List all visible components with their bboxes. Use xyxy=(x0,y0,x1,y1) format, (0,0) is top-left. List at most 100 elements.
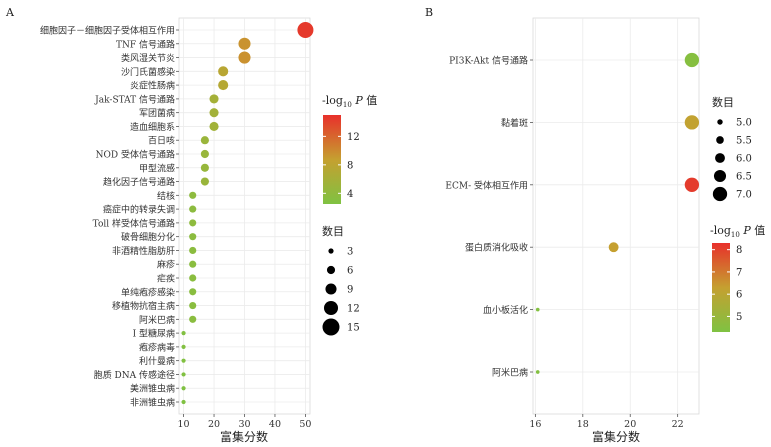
x-tick-label: 18 xyxy=(577,419,589,430)
size-legend-label: 3 xyxy=(347,247,353,258)
panel-b-color-bar xyxy=(712,243,730,332)
category-label: ECM- 受体相互作用 xyxy=(445,179,528,191)
data-point xyxy=(200,163,209,172)
category-label: 百日咳 xyxy=(148,135,175,147)
size-legend-label: 15 xyxy=(347,323,360,334)
category-label: PI3K-Akt 信号通路 xyxy=(449,55,528,67)
category-label: 炎症性肠病 xyxy=(130,80,175,92)
panel-b-letter: B xyxy=(425,6,433,19)
category-label: 趋化因子信号通路 xyxy=(103,176,175,188)
size-legend-dot xyxy=(712,186,728,202)
category-label: 阿米巴病 xyxy=(492,367,528,379)
x-tick-label: 10 xyxy=(178,419,190,430)
panel-b-color-ticks: 5 6 7 8 xyxy=(712,245,742,323)
category-label: 单纯疱疹感染 xyxy=(121,286,175,298)
size-legend-dot xyxy=(328,248,334,254)
category-label: 黏着斑 xyxy=(501,117,528,129)
data-point xyxy=(189,233,197,241)
data-point xyxy=(189,191,197,199)
size-legend-dot xyxy=(323,300,339,316)
data-point xyxy=(181,358,186,363)
x-tick-label: 50 xyxy=(299,419,311,430)
color-tick-label: 6 xyxy=(736,290,742,301)
x-tick-label: 20 xyxy=(208,419,220,430)
size-legend-label: 6 xyxy=(347,266,353,277)
category-label: 军团菌病 xyxy=(139,107,175,119)
size-legend-label: 6.0 xyxy=(736,154,752,165)
color-tick-label: 4 xyxy=(347,189,353,200)
panel-b-size-legend-title: 数目 xyxy=(712,96,734,109)
size-legend-dot xyxy=(717,119,723,125)
color-tick-label: 12 xyxy=(347,132,360,143)
category-label: 造血细胞系 xyxy=(130,121,175,133)
data-point xyxy=(189,274,197,282)
category-label: Toll 样受体信号通路 xyxy=(93,217,175,229)
category-label: I 型糖尿病 xyxy=(133,328,175,340)
size-legend-label: 5.5 xyxy=(736,136,752,147)
x-tick-label: 22 xyxy=(672,419,684,430)
data-point xyxy=(181,344,186,349)
panel-a-color-ticks: 4 8 12 xyxy=(323,132,360,200)
size-legend-label: 9 xyxy=(347,285,353,296)
data-point xyxy=(684,52,700,68)
panel-a-points xyxy=(181,21,314,405)
x-tick-label: 20 xyxy=(624,419,636,430)
data-point xyxy=(209,94,219,104)
data-point xyxy=(608,242,619,253)
size-legend-dot xyxy=(325,283,337,295)
category-label: 沙门氏菌感染 xyxy=(121,66,175,78)
panel-b-color-legend-title: -log10 P 值 xyxy=(710,224,765,239)
category-label: 非洲锥虫病 xyxy=(130,397,175,409)
category-label: Jak-STAT 信号通路 xyxy=(94,93,175,105)
panel-a-color-legend-title: -log10 P 值 xyxy=(322,94,377,109)
size-legend-label: 5.0 xyxy=(736,118,752,129)
data-point xyxy=(181,372,186,377)
category-label: 破骨细胞分化 xyxy=(121,231,175,243)
x-tick-label: 40 xyxy=(269,419,281,430)
category-label: 类风湿关节炎 xyxy=(121,52,175,64)
size-legend-dot xyxy=(716,136,724,144)
category-label: 非酒精性脂肪肝 xyxy=(112,245,175,257)
category-label: 蛋白质消化吸收 xyxy=(465,242,528,254)
category-label: 血小板活化 xyxy=(483,304,528,316)
panel-a-size-legend: 3 6 9 12 15 xyxy=(322,247,360,336)
data-point xyxy=(200,136,209,145)
category-label: 疱疹病毒 xyxy=(139,341,175,353)
data-point xyxy=(189,315,197,323)
category-label: NOD 受体信号通路 xyxy=(96,149,175,161)
color-tick-label: 5 xyxy=(736,312,742,323)
panel-a-letter: A xyxy=(5,6,15,19)
data-point xyxy=(189,301,197,310)
size-legend-dot xyxy=(715,153,725,163)
data-point xyxy=(181,399,186,405)
size-legend-label: 12 xyxy=(347,304,360,315)
data-point xyxy=(181,331,186,336)
data-point xyxy=(181,386,186,391)
panel-a-size-legend-title: 数目 xyxy=(322,225,344,238)
size-legend-dot xyxy=(713,169,727,183)
category-label: 移植物抗宿主病 xyxy=(112,300,175,312)
category-label: 美洲锥虫病 xyxy=(130,383,175,395)
data-point xyxy=(535,307,540,312)
color-tick-label: 7 xyxy=(736,267,742,278)
data-point xyxy=(218,66,229,77)
data-point xyxy=(297,21,314,39)
category-label: 癌症中的转录失调 xyxy=(103,204,175,216)
category-label: 疟疾 xyxy=(157,273,175,285)
data-point xyxy=(189,219,197,227)
size-legend-dot xyxy=(326,265,336,275)
category-label: 阿米巴病 xyxy=(139,314,175,326)
category-label: 麻疹 xyxy=(157,259,175,271)
category-label: 甲型流感 xyxy=(139,162,175,174)
data-point xyxy=(684,177,700,192)
color-tick-label: 8 xyxy=(347,160,353,171)
x-tick-label: 16 xyxy=(529,419,541,430)
data-point xyxy=(189,246,197,255)
x-tick-label: 30 xyxy=(238,419,250,430)
category-label: TNF 信号通路 xyxy=(116,38,175,50)
panel-b-plot-area xyxy=(532,17,700,415)
data-point xyxy=(209,121,219,132)
